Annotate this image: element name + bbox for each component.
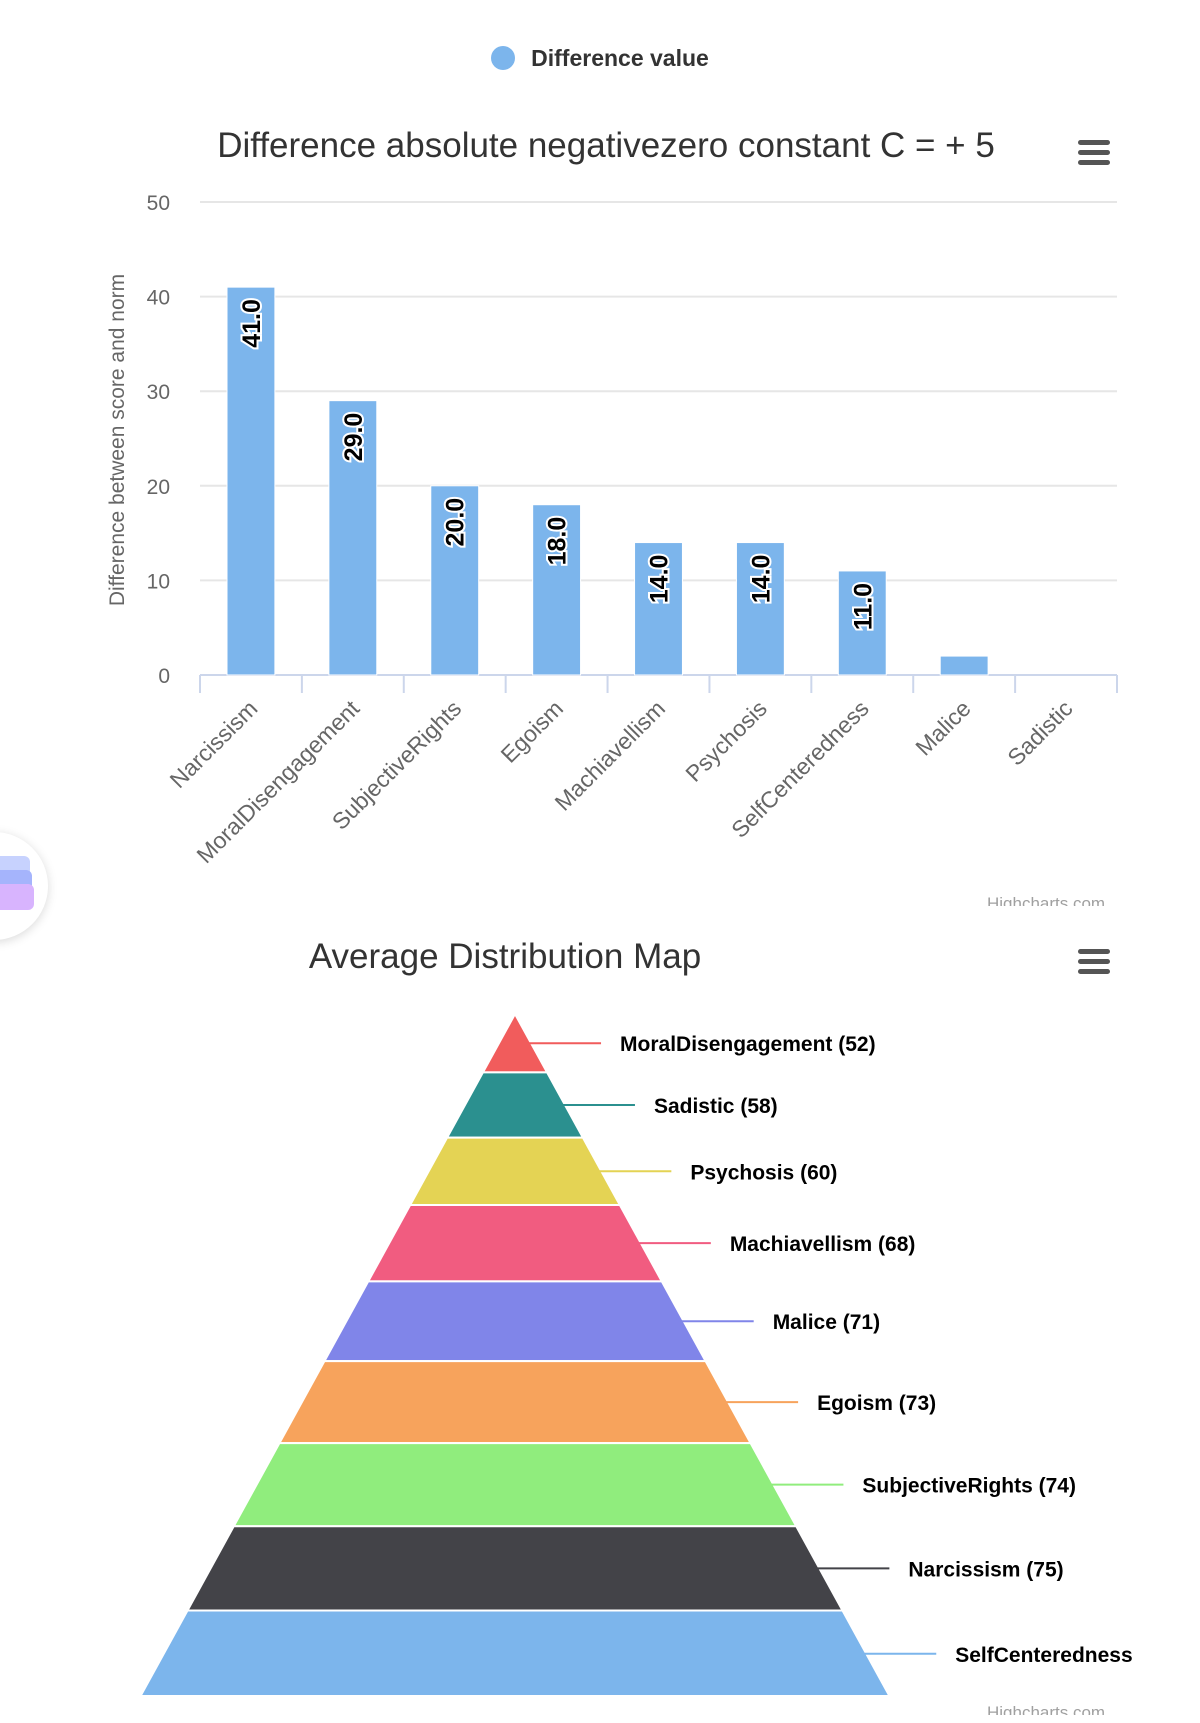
x-tick-label: Narcissism — [165, 695, 263, 793]
x-tick-label: Egoism — [496, 695, 569, 768]
segment-label: SubjectiveRights (74) — [862, 1475, 1076, 1498]
bar-chart: Difference absolute negativezero constan… — [106, 126, 1118, 868]
bar[interactable] — [532, 504, 582, 676]
segment-label: Machiavellism (68) — [730, 1233, 916, 1256]
pyramid-segment[interactable] — [277, 1360, 753, 1445]
pyramid-chart: Average Distribution Map MoralDisengagem… — [139, 937, 1133, 1695]
data-label: 14.0 — [646, 555, 674, 604]
legend-label: Difference value — [531, 44, 709, 71]
x-tick-label: Psychosis — [680, 695, 772, 787]
y-tick-label: 40 — [147, 287, 170, 310]
y-tick-label: 20 — [147, 476, 170, 499]
bar-chart-credits[interactable]: Highcharts.com — [987, 894, 1106, 906]
stacked-layers-icon — [0, 856, 34, 910]
y-tick-label: 0 — [158, 665, 170, 688]
legend-marker — [491, 46, 516, 70]
data-label: 29.0 — [340, 413, 368, 462]
segment-label: SelfCenteredness — [955, 1644, 1132, 1667]
data-label: 14.0 — [747, 555, 775, 604]
data-label: 11.0 — [849, 583, 877, 630]
y-tick-label: 50 — [147, 192, 170, 215]
segment-label: Egoism (73) — [817, 1392, 936, 1415]
bar[interactable] — [634, 542, 683, 676]
bar[interactable] — [939, 655, 989, 676]
y-tick-label: 10 — [147, 570, 170, 593]
data-label: 41.0 — [238, 299, 266, 348]
pyramid-segment[interactable] — [185, 1525, 845, 1612]
bar[interactable] — [735, 542, 785, 676]
bar[interactable] — [430, 485, 480, 676]
pyramid-segment[interactable] — [232, 1442, 798, 1528]
bar[interactable] — [226, 286, 276, 676]
pyramid-segment[interactable] — [322, 1280, 708, 1363]
x-tick-label: Sadistic — [1002, 695, 1077, 770]
segment-label: Psychosis (60) — [690, 1161, 837, 1184]
x-tick-label: Malice — [910, 695, 975, 760]
data-label: 20.0 — [442, 498, 470, 547]
bar-chart-menu-button[interactable] — [1074, 136, 1114, 170]
pyramid-segment[interactable] — [408, 1136, 622, 1206]
segment-label: MoralDisengagement (52) — [620, 1033, 876, 1056]
pyramid-chart-credits[interactable]: Highcharts.com — [987, 1703, 1106, 1715]
pyramid-chart-title: Average Distribution Map — [309, 937, 701, 976]
segment-label: Sadistic (58) — [654, 1095, 778, 1118]
y-tick-label: 30 — [147, 381, 170, 404]
bar-chart-title: Difference absolute negativezero constan… — [217, 126, 995, 165]
pyramid-segment[interactable] — [366, 1203, 664, 1283]
pyramid-segment[interactable] — [139, 1609, 891, 1695]
bar[interactable] — [837, 570, 887, 676]
segment-label: Malice (71) — [773, 1311, 880, 1334]
y-axis-title: Difference between score and norm — [106, 274, 129, 606]
pyramid-chart-menu-button[interactable] — [1074, 945, 1114, 979]
data-label: 18.0 — [544, 517, 572, 566]
chart-legend[interactable]: Difference value — [0, 38, 1200, 78]
segment-label: Narcissism (75) — [908, 1558, 1063, 1581]
pyramid-segment[interactable] — [445, 1071, 585, 1139]
bar[interactable] — [328, 400, 378, 676]
